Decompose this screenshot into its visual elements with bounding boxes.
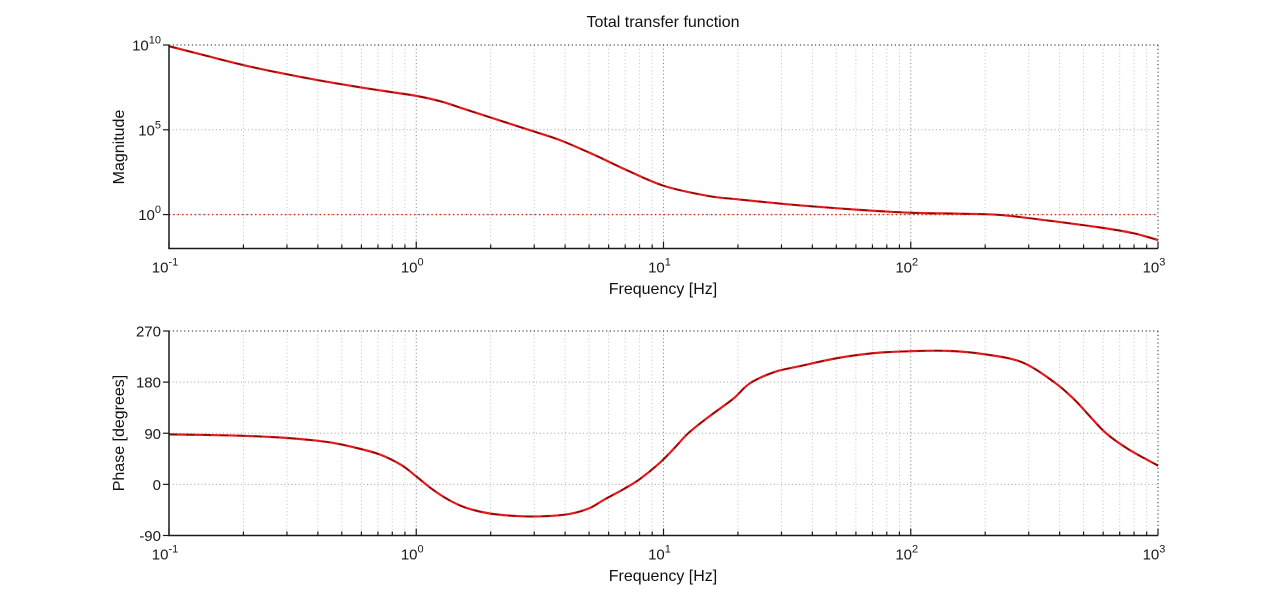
phase-ytick-180: 180 [136,375,161,392]
magnitude-xaxis-label: Frequency [Hz] [609,281,717,298]
phase-subplot: 10-1 100 101 102 103 -90 0 90 180 270 [136,324,1165,564]
phase-ytick-90: 90 [144,426,161,443]
phase-axes [163,330,1159,537]
magnitude-xtick-10^3: 103 [1143,257,1166,277]
phase-xtick-10^2: 102 [895,544,918,564]
phase-ytick--90: -90 [139,528,161,545]
phase-ytick-0: 0 [153,477,161,494]
plot-title: Total transfer function [587,14,740,31]
phase-xtick-10^1: 101 [648,544,671,564]
phase-yaxis-label: Phase [degrees] [111,375,128,492]
magnitude-xtick-10^-1: 10-1 [152,257,178,277]
magnitude-yaxis-label: Magnitude [111,110,128,185]
phase-grid [169,330,1159,536]
total-transfer-magnitude-dashed-overlay [169,45,1158,241]
magnitude-ytick-10^5: 105 [138,119,161,139]
magnitude-axes [163,44,1159,250]
magnitude-grid [169,44,1159,249]
magnitude-xtick-10^0: 100 [401,257,424,277]
magnitude-ytick-10^10: 1010 [132,35,161,55]
magnitude-ytick-10^0: 100 [138,204,161,224]
phase-xtick-10^3: 103 [1143,544,1166,564]
phase-xaxis-label: Frequency [Hz] [609,568,717,585]
total-transfer-phase-dashed-overlay [169,349,1158,518]
phase-xtick-10^0: 100 [401,544,424,564]
magnitude-subplot: 10-1 100 101 102 103 1010 105 100 [132,35,1165,277]
phase-xtick-10^-1: 10-1 [152,544,178,564]
phase-ytick-270: 270 [136,324,161,341]
magnitude-xtick-10^2: 102 [895,257,918,277]
magnitude-xtick-10^1: 101 [648,257,671,277]
